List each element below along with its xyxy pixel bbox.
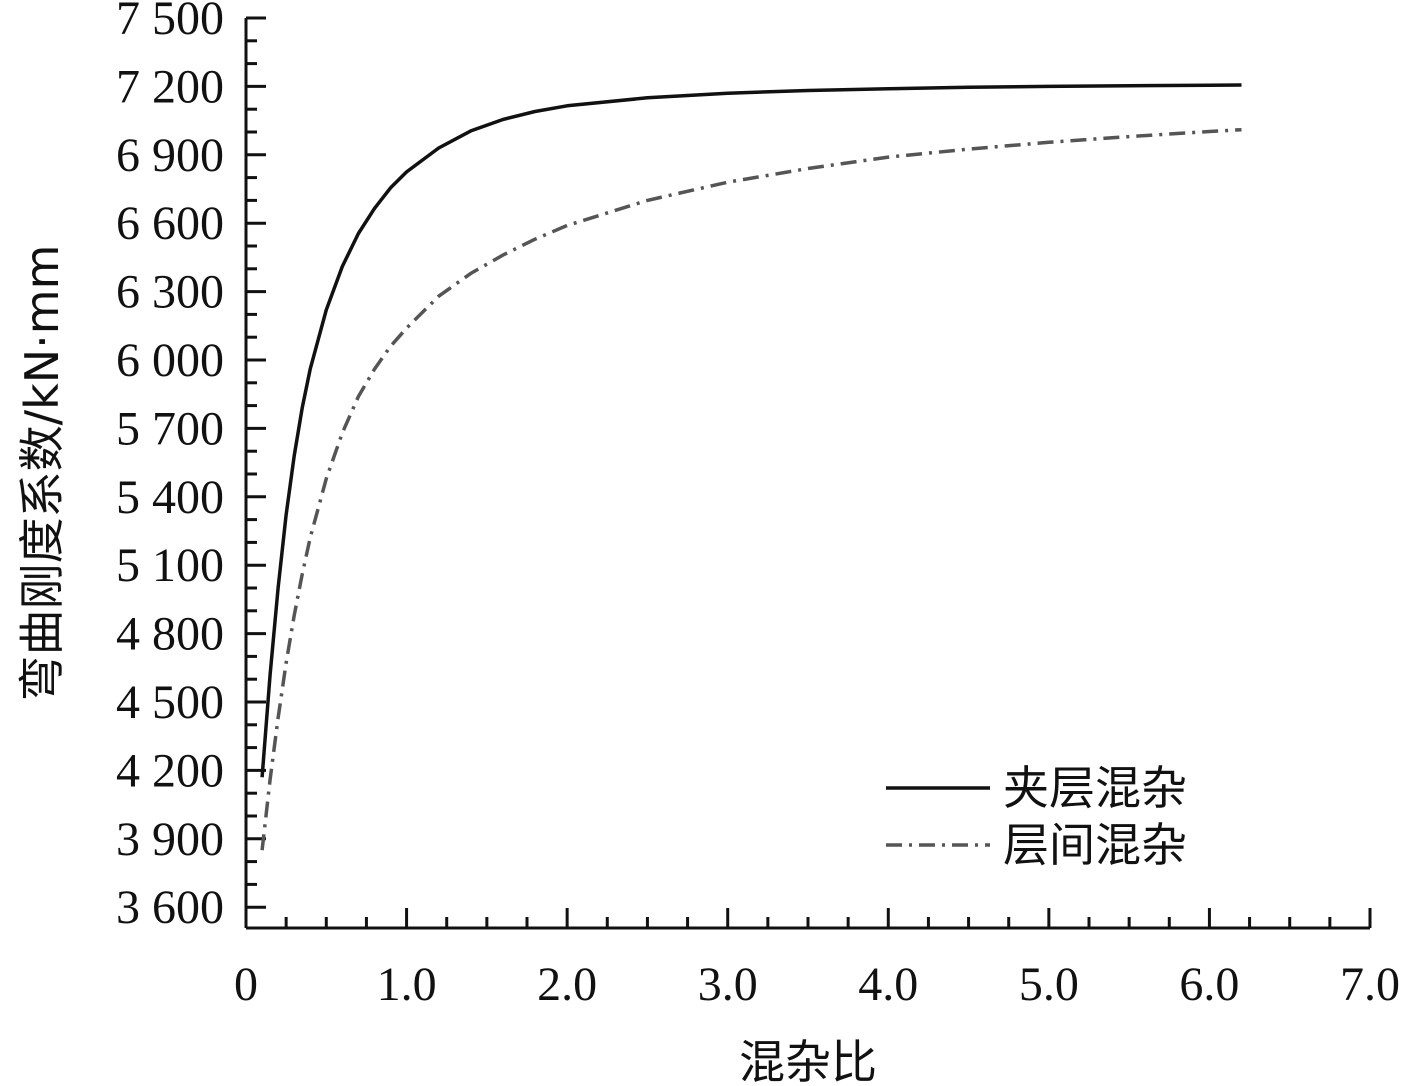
y-tick-label: 6 900 (116, 129, 224, 182)
y-tick-label: 4 200 (116, 744, 224, 797)
series-line-sandwich (260, 83, 1242, 778)
x-tick-label: 2.0 (537, 958, 597, 1011)
y-tick-label: 4 500 (116, 676, 224, 729)
y-tick-label: 3 900 (116, 813, 224, 866)
x-tick-label: 3.0 (698, 958, 758, 1011)
x-tick-label: 1.0 (377, 958, 437, 1011)
y-tick-label: 5 400 (116, 471, 224, 524)
axes (244, 18, 1370, 930)
series-line-interlayer (260, 127, 1242, 851)
y-tick-label: 6 600 (116, 197, 224, 250)
y-axis-title: 弯曲刚度系数/kN·mm (15, 245, 69, 702)
y-tick-label: 5 700 (116, 402, 224, 455)
y-tick-label: 5 100 (116, 539, 224, 592)
x-tick-label: 4.0 (858, 958, 918, 1011)
y-tick-label: 3 600 (116, 881, 224, 934)
y-tick-label: 6 300 (116, 266, 224, 319)
y-tick-label: 7 500 (116, 0, 224, 45)
y-ticks: 3 600 3 900 4 200 4 500 4 800 5 100 5 400 5 700… (116, 0, 266, 934)
legend-label-sandwich: 夹层混杂 (1003, 761, 1187, 815)
x-tick-label: 5.0 (1019, 958, 1079, 1011)
y-tick-label: 6 000 (116, 334, 224, 387)
x-ticks: 0 1.0 2.0 3.0 4.0 5.0 6.0 7.0 (234, 908, 1400, 1011)
x-axis-title: 混杂比 (739, 1035, 877, 1086)
x-tick-label: 0 (234, 958, 258, 1011)
plot-area (260, 83, 1242, 851)
x-tick-label: 6.0 (1179, 958, 1239, 1011)
x-tick-label: 7.0 (1340, 958, 1400, 1011)
y-tick-label: 4 800 (116, 608, 224, 661)
legend: 夹层混杂 层间混杂 (886, 761, 1187, 872)
y-tick-label: 7 200 (116, 60, 224, 113)
legend-label-interlayer: 层间混杂 (1003, 818, 1187, 872)
